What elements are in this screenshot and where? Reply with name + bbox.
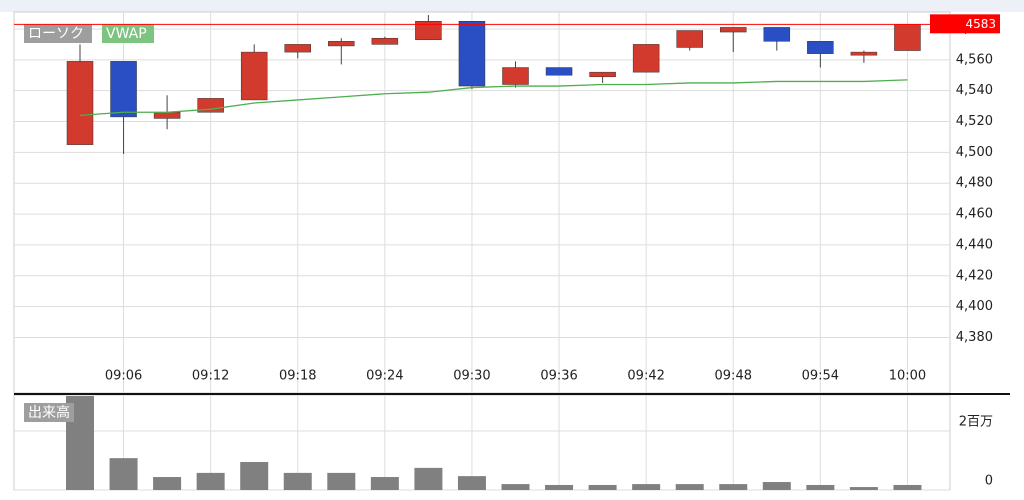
candle-body (545, 67, 573, 76)
volume-bar (806, 484, 835, 490)
volume-bar (675, 484, 704, 490)
y-tick-label: 4,500 (956, 145, 993, 160)
y-tick-label: 4,480 (956, 176, 993, 191)
candle-body (66, 61, 94, 145)
volume-bar (501, 484, 530, 490)
candle-body (240, 51, 268, 101)
volume-bar (632, 484, 661, 490)
y-tick-label: 4,540 (956, 83, 993, 98)
y-tick-label: 4,400 (956, 299, 993, 314)
panel-label-box (24, 403, 74, 422)
y-tick-label: 0 (985, 474, 993, 489)
legend-label: VWAP (106, 26, 147, 42)
top-strip (0, 0, 1024, 12)
x-tick-label: 09:06 (105, 369, 142, 384)
y-tick-label: 4,560 (956, 52, 993, 67)
volume-bar (196, 472, 225, 490)
legend-label: ローソク (28, 26, 84, 42)
y-tick-label: 4,520 (956, 114, 993, 129)
y-tick-label: 2百万 (959, 414, 993, 429)
candle-body (153, 112, 181, 119)
x-tick-label: 09:54 (802, 369, 839, 384)
last-price-label: 4583 (965, 17, 996, 31)
x-tick-label: 09:48 (715, 369, 752, 384)
candle-body (502, 67, 529, 85)
candle-body (371, 37, 399, 45)
volume-bar (849, 487, 878, 490)
candle-body (632, 44, 660, 73)
y-tick-label: 4,420 (956, 268, 993, 283)
candle-body (676, 30, 703, 48)
candle-body (894, 24, 921, 51)
volume-bar (283, 472, 312, 490)
y-tick-label: 4,460 (956, 207, 993, 222)
volume-bar (719, 484, 748, 490)
volume-bar (370, 477, 399, 490)
candle-body (850, 51, 878, 56)
volume-bar (153, 477, 182, 490)
x-tick-label: 09:18 (279, 369, 316, 384)
candle-body (720, 27, 747, 33)
x-tick-label: 09:30 (453, 369, 490, 384)
x-tick-label: 10:00 (889, 369, 926, 384)
candle-body (807, 41, 834, 54)
legend-box (102, 24, 154, 43)
candle-body (763, 27, 791, 42)
candle-body (110, 61, 137, 118)
last-price-box (930, 14, 1000, 34)
volume-bar (893, 484, 922, 490)
volume-bar (762, 482, 791, 490)
volume-bar (414, 467, 443, 490)
candle-body (589, 71, 616, 78)
volume-bar (545, 484, 574, 490)
vwap-line (79, 79, 908, 116)
x-tick-label: 09:42 (627, 369, 664, 384)
volume-bar (588, 484, 617, 490)
candle-body (284, 44, 311, 53)
volume-bar (327, 472, 356, 490)
volume-bar (240, 461, 269, 490)
x-tick-label: 09:24 (366, 369, 403, 384)
x-tick-label: 09:12 (192, 369, 229, 384)
y-tick-label: 4,380 (956, 330, 993, 345)
candle-body (415, 21, 442, 41)
volume-panel (13, 394, 951, 491)
candle-body (458, 21, 486, 87)
candle-body (328, 41, 355, 47)
legend-box (24, 24, 92, 43)
marks (66, 15, 922, 490)
volume-bar (109, 458, 138, 490)
volume-bar (457, 476, 486, 490)
x-tick-label: 09:36 (540, 369, 577, 384)
y-tick-label: 4,440 (956, 237, 993, 252)
panel-title: 出来高 (28, 404, 70, 421)
